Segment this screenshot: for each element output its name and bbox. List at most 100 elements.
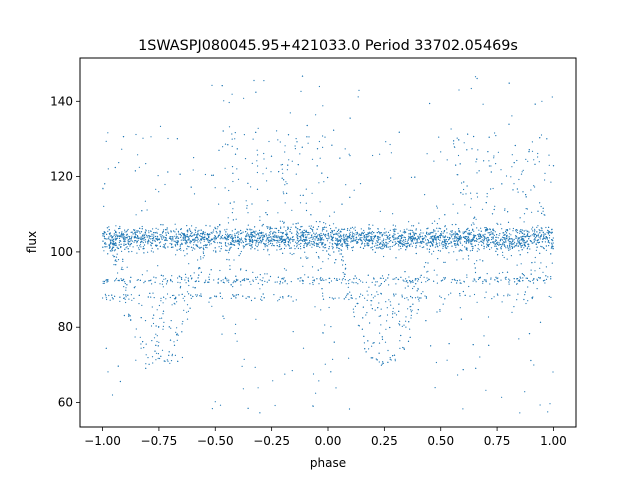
- data-point: [301, 234, 303, 236]
- data-point: [371, 294, 373, 296]
- data-point: [523, 230, 525, 232]
- data-point: [186, 311, 188, 313]
- data-point: [409, 328, 411, 330]
- data-point: [422, 232, 424, 234]
- data-point: [132, 246, 134, 248]
- data-point: [470, 192, 472, 194]
- data-point: [167, 232, 170, 234]
- data-point: [270, 227, 272, 229]
- data-point: [546, 238, 549, 240]
- data-point: [517, 293, 519, 295]
- data-point: [417, 237, 419, 240]
- data-point: [551, 231, 553, 233]
- data-point: [279, 281, 282, 283]
- data-point: [111, 294, 113, 296]
- data-point: [528, 280, 530, 282]
- data-point: [226, 258, 228, 261]
- data-point: [167, 171, 169, 173]
- data-point: [323, 247, 325, 249]
- data-point: [496, 243, 499, 245]
- data-point: [506, 271, 509, 273]
- data-point: [151, 233, 153, 235]
- data-point: [427, 242, 429, 244]
- data-point: [134, 236, 136, 238]
- data-point: [311, 246, 313, 248]
- data-point: [393, 237, 395, 239]
- data-point: [224, 243, 226, 245]
- data-point: [193, 157, 195, 159]
- data-point: [482, 103, 484, 105]
- data-point: [262, 277, 264, 279]
- data-point: [271, 240, 273, 242]
- data-point: [318, 242, 320, 244]
- data-point: [279, 141, 281, 143]
- data-point: [187, 310, 189, 312]
- data-point: [335, 237, 337, 239]
- data-point: [322, 246, 324, 248]
- data-point: [192, 286, 194, 288]
- data-point: [185, 276, 187, 278]
- data-point: [352, 308, 354, 310]
- data-point: [389, 248, 391, 250]
- data-point: [248, 296, 250, 298]
- data-point: [508, 82, 510, 84]
- data-point: [325, 247, 327, 249]
- data-point: [137, 239, 139, 241]
- data-point: [305, 229, 307, 231]
- data-point: [123, 240, 125, 243]
- data-point: [312, 282, 314, 284]
- data-point: [254, 239, 256, 241]
- data-point: [490, 188, 492, 190]
- data-point: [424, 295, 426, 297]
- data-point: [266, 245, 268, 247]
- data-point: [231, 243, 233, 246]
- data-point: [157, 228, 159, 230]
- data-point: [192, 247, 194, 249]
- data-point: [287, 243, 289, 246]
- data-point: [542, 271, 544, 273]
- data-point: [552, 248, 554, 250]
- data-point: [392, 224, 394, 226]
- data-point: [543, 235, 545, 237]
- data-point: [315, 251, 317, 254]
- data-point: [404, 240, 406, 242]
- data-point: [516, 245, 518, 247]
- data-point: [399, 230, 401, 232]
- data-point: [130, 231, 132, 233]
- data-point: [359, 246, 362, 248]
- data-point: [373, 342, 375, 344]
- data-point: [511, 245, 513, 248]
- data-point: [417, 296, 419, 298]
- data-point: [322, 261, 324, 263]
- data-point: [353, 189, 355, 191]
- data-point: [458, 230, 460, 232]
- data-point: [124, 241, 126, 243]
- data-point: [516, 278, 519, 280]
- data-point: [408, 321, 410, 323]
- data-point: [420, 297, 422, 299]
- data-point: [105, 295, 107, 297]
- data-point: [368, 242, 370, 244]
- data-point: [267, 241, 269, 243]
- data-point: [261, 240, 263, 243]
- data-point: [538, 229, 540, 231]
- data-point: [405, 320, 407, 322]
- data-point: [228, 234, 230, 236]
- data-point: [322, 332, 324, 334]
- data-point: [288, 295, 290, 297]
- data-point: [289, 252, 291, 254]
- data-point: [317, 256, 320, 258]
- data-point: [167, 137, 169, 140]
- data-point: [348, 153, 350, 155]
- data-point: [279, 248, 281, 251]
- data-point: [485, 279, 487, 281]
- data-point: [434, 387, 436, 389]
- data-point: [496, 236, 498, 238]
- data-point: [167, 231, 169, 233]
- data-point: [347, 280, 349, 282]
- data-point: [436, 237, 438, 239]
- data-point: [378, 247, 380, 249]
- data-point: [410, 309, 412, 311]
- data-point: [542, 231, 544, 233]
- data-point: [443, 244, 445, 246]
